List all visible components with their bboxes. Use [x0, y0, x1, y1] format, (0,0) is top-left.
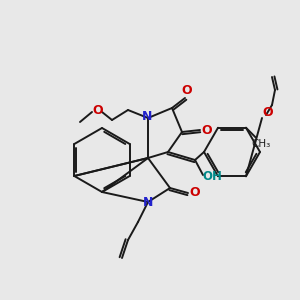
Text: CH₃: CH₃ [251, 139, 271, 149]
Text: N: N [143, 196, 153, 209]
Text: O: O [263, 106, 273, 119]
Text: O: O [182, 85, 192, 98]
Text: OH: OH [202, 170, 222, 184]
Text: O: O [202, 124, 212, 136]
Text: N: N [142, 110, 152, 124]
Text: O: O [190, 187, 200, 200]
Text: O: O [93, 104, 103, 118]
